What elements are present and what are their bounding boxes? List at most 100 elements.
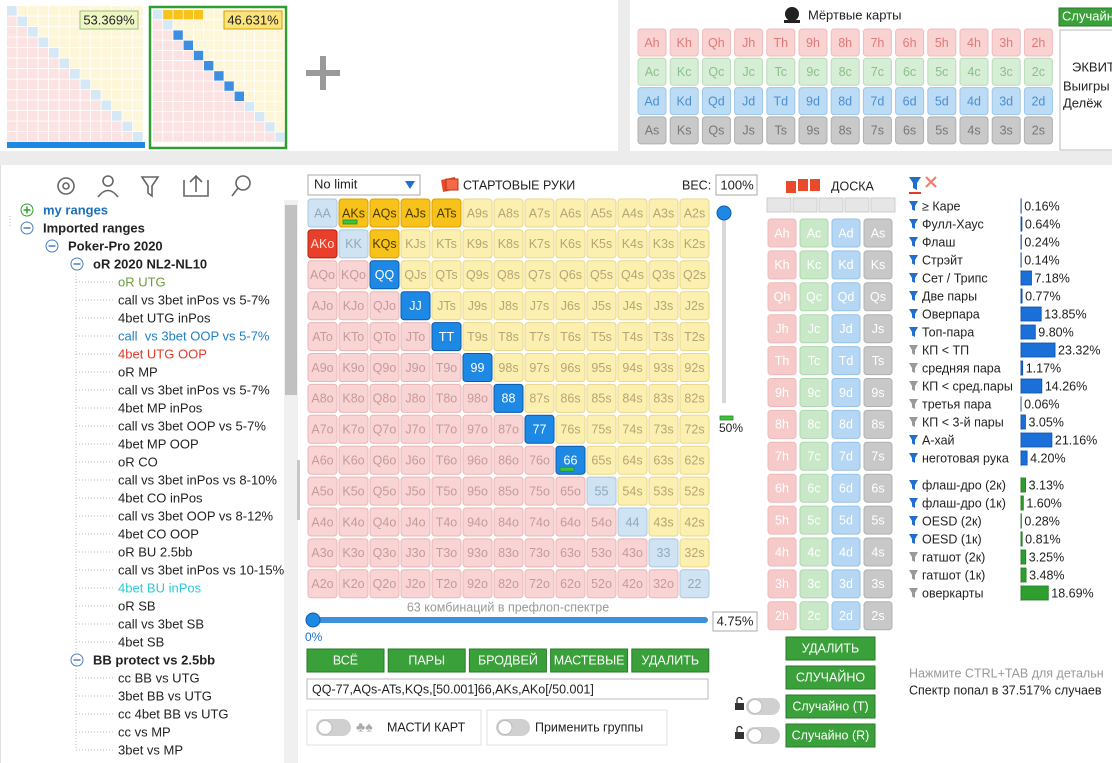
hand-cell[interactable] xyxy=(369,476,400,506)
hand-cell[interactable] xyxy=(679,198,710,228)
filter-icon[interactable] xyxy=(909,345,918,355)
hand-cell[interactable] xyxy=(338,538,369,568)
dead-card[interactable] xyxy=(830,87,860,116)
hand-cell[interactable] xyxy=(431,414,462,444)
board-card[interactable] xyxy=(831,409,861,439)
hand-cell[interactable] xyxy=(679,260,710,290)
hand-cell[interactable] xyxy=(431,260,462,290)
board-slot[interactable] xyxy=(844,197,870,213)
board-card[interactable] xyxy=(799,378,829,407)
dead-card[interactable] xyxy=(734,87,764,116)
tree-item[interactable]: Poker-Pro 2020 xyxy=(68,238,163,253)
slider-knob[interactable] xyxy=(716,205,732,221)
dead-card[interactable] xyxy=(669,87,699,116)
board-card[interactable] xyxy=(831,346,861,376)
tree-item[interactable]: cc vs MP xyxy=(118,724,171,739)
hand-cell[interactable] xyxy=(648,569,679,599)
tree-item[interactable]: cc 4bet BB vs UTG xyxy=(118,706,229,721)
hand-cell[interactable] xyxy=(493,414,524,444)
board-card[interactable] xyxy=(767,441,797,471)
hand-cell[interactable] xyxy=(307,445,338,475)
hand-cell[interactable] xyxy=(679,569,710,599)
filter-icon[interactable] xyxy=(909,399,918,409)
hand-cell[interactable] xyxy=(555,507,586,537)
board-card[interactable] xyxy=(799,441,829,471)
board-card[interactable] xyxy=(767,409,797,439)
board-card[interactable] xyxy=(831,569,861,599)
board-card[interactable] xyxy=(767,250,797,280)
hand-cell[interactable] xyxy=(307,383,338,413)
filter-icon[interactable] xyxy=(909,588,918,598)
hand-cell[interactable] xyxy=(338,291,369,321)
hand-cell[interactable] xyxy=(462,538,493,568)
hand-cell[interactable] xyxy=(369,414,400,444)
dead-card[interactable] xyxy=(959,28,989,57)
search-icon[interactable] xyxy=(231,187,239,197)
hand-cell[interactable] xyxy=(679,353,710,382)
dead-card[interactable] xyxy=(766,28,796,57)
filter-icon[interactable] xyxy=(909,363,918,373)
hand-cell[interactable] xyxy=(462,353,493,382)
board-card[interactable] xyxy=(767,282,797,312)
tree-item[interactable]: BB protect vs 2.5bb xyxy=(93,652,215,667)
tree-item[interactable]: oR MP xyxy=(118,364,158,379)
hand-cell[interactable] xyxy=(679,291,710,321)
board-card[interactable] xyxy=(799,250,829,280)
board-card[interactable] xyxy=(831,218,861,248)
button[interactable] xyxy=(468,648,547,673)
hand-cell[interactable] xyxy=(493,260,524,290)
tree-item[interactable]: 4bet CO inPos xyxy=(118,490,203,505)
hand-cell[interactable] xyxy=(369,198,400,228)
hand-cell[interactable] xyxy=(524,414,555,444)
hand-cell[interactable] xyxy=(307,476,338,506)
button[interactable] xyxy=(306,648,385,673)
dead-card[interactable] xyxy=(862,116,892,145)
toggle-knob[interactable] xyxy=(317,720,333,735)
hand-cell[interactable] xyxy=(524,260,555,290)
button[interactable] xyxy=(387,648,466,673)
tree-item[interactable]: 3bet BB vs UTG xyxy=(118,688,212,703)
hand-cell[interactable] xyxy=(555,198,586,228)
dead-card[interactable] xyxy=(927,28,957,57)
hand-cell[interactable] xyxy=(586,383,617,413)
hand-cell[interactable] xyxy=(617,260,648,290)
dead-card[interactable] xyxy=(927,57,957,86)
dead-card[interactable] xyxy=(895,87,925,116)
board-card[interactable] xyxy=(863,378,893,407)
board-card[interactable] xyxy=(831,250,861,280)
hand-cell[interactable] xyxy=(307,414,338,444)
board-card[interactable] xyxy=(767,537,797,567)
hand-cell[interactable] xyxy=(586,538,617,568)
search-icon[interactable] xyxy=(235,175,251,191)
dead-card[interactable] xyxy=(895,116,925,145)
hand-cell[interactable] xyxy=(586,445,617,475)
hand-cell[interactable] xyxy=(400,569,431,599)
dead-card[interactable] xyxy=(701,57,731,86)
dead-card[interactable] xyxy=(991,116,1021,145)
hand-cell[interactable] xyxy=(431,476,462,506)
hand-cell[interactable] xyxy=(338,383,369,413)
dead-card[interactable] xyxy=(1023,57,1053,86)
range-input[interactable] xyxy=(306,678,709,700)
tree-item[interactable]: call vs 3bet SB xyxy=(118,616,204,631)
hand-cell[interactable] xyxy=(369,322,400,352)
dead-card[interactable] xyxy=(798,28,828,57)
slider-knob[interactable] xyxy=(305,612,321,628)
hand-cell[interactable] xyxy=(586,322,617,352)
hand-cell[interactable] xyxy=(493,229,524,259)
board-card[interactable] xyxy=(799,346,829,376)
hand-cell[interactable] xyxy=(369,291,400,321)
hand-cell[interactable] xyxy=(400,260,431,290)
hand-cell[interactable] xyxy=(617,414,648,444)
board-card[interactable] xyxy=(767,218,797,248)
dead-card[interactable] xyxy=(830,116,860,145)
hand-cell[interactable] xyxy=(431,507,462,537)
tree-item[interactable]: oR 2020 NL2-NL10 xyxy=(93,256,207,271)
board-card[interactable] xyxy=(863,569,893,599)
board-card[interactable] xyxy=(799,409,829,439)
board-card[interactable] xyxy=(767,346,797,376)
range-slider[interactable] xyxy=(313,617,708,623)
hand-cell[interactable] xyxy=(586,414,617,444)
tree-item[interactable]: call vs 3bet inPos vs 10-15% xyxy=(118,562,285,577)
dead-card[interactable] xyxy=(991,28,1021,57)
